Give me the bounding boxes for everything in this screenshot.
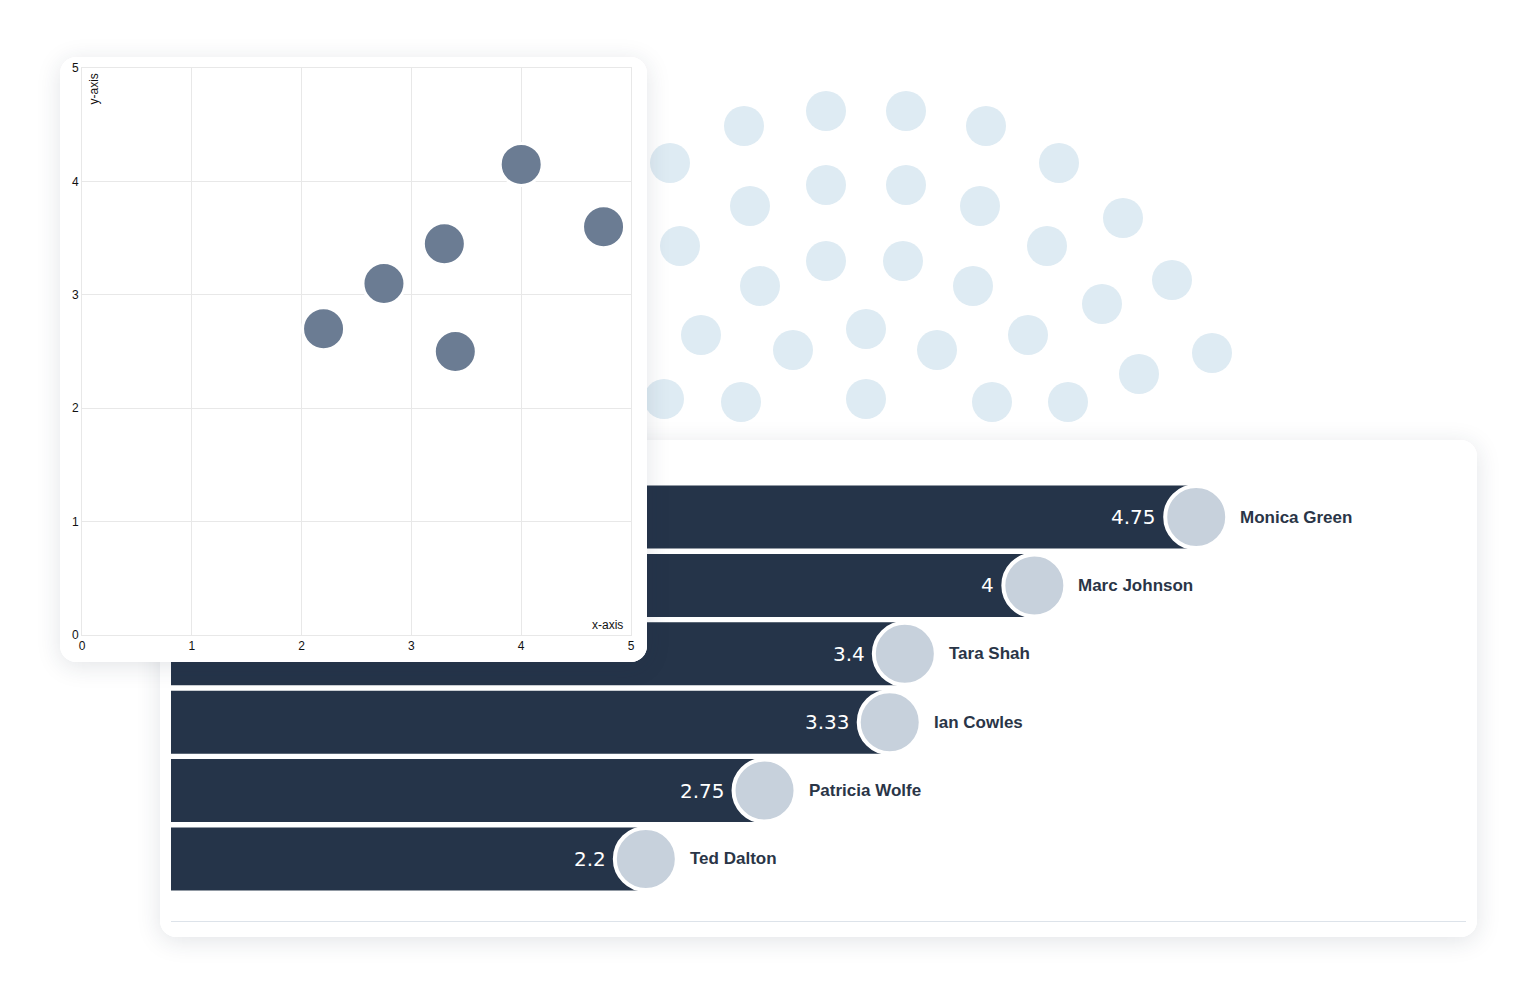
svg-text:5: 5: [72, 61, 79, 75]
svg-text:3: 3: [408, 639, 415, 653]
svg-text:3: 3: [72, 288, 79, 302]
svg-text:4.75: 4.75: [1111, 505, 1156, 529]
svg-text:Tara Shah: Tara Shah: [949, 644, 1030, 663]
svg-text:1: 1: [188, 639, 195, 653]
svg-text:2.75: 2.75: [680, 779, 725, 803]
svg-text:Patricia Wolfe: Patricia Wolfe: [809, 781, 921, 800]
svg-text:2.2: 2.2: [574, 847, 606, 871]
svg-text:4: 4: [981, 573, 994, 597]
svg-text:Ted Dalton: Ted Dalton: [690, 849, 777, 868]
svg-text:0: 0: [79, 639, 86, 653]
svg-text:4: 4: [518, 639, 525, 653]
svg-text:4: 4: [72, 175, 79, 189]
svg-text:1: 1: [72, 515, 79, 529]
svg-text:2: 2: [72, 401, 79, 415]
svg-text:2: 2: [298, 639, 305, 653]
svg-text:0: 0: [72, 628, 79, 642]
svg-text:5: 5: [628, 639, 635, 653]
svg-text:Monica Green: Monica Green: [1240, 508, 1352, 527]
svg-text:x-axis: x-axis: [592, 618, 623, 632]
svg-text:Marc Johnson: Marc Johnson: [1078, 576, 1193, 595]
svg-text:y-axis: y-axis: [87, 73, 101, 104]
svg-text:3.33: 3.33: [805, 710, 850, 734]
svg-text:Ian Cowles: Ian Cowles: [934, 713, 1023, 732]
svg-text:3.4: 3.4: [833, 642, 865, 666]
